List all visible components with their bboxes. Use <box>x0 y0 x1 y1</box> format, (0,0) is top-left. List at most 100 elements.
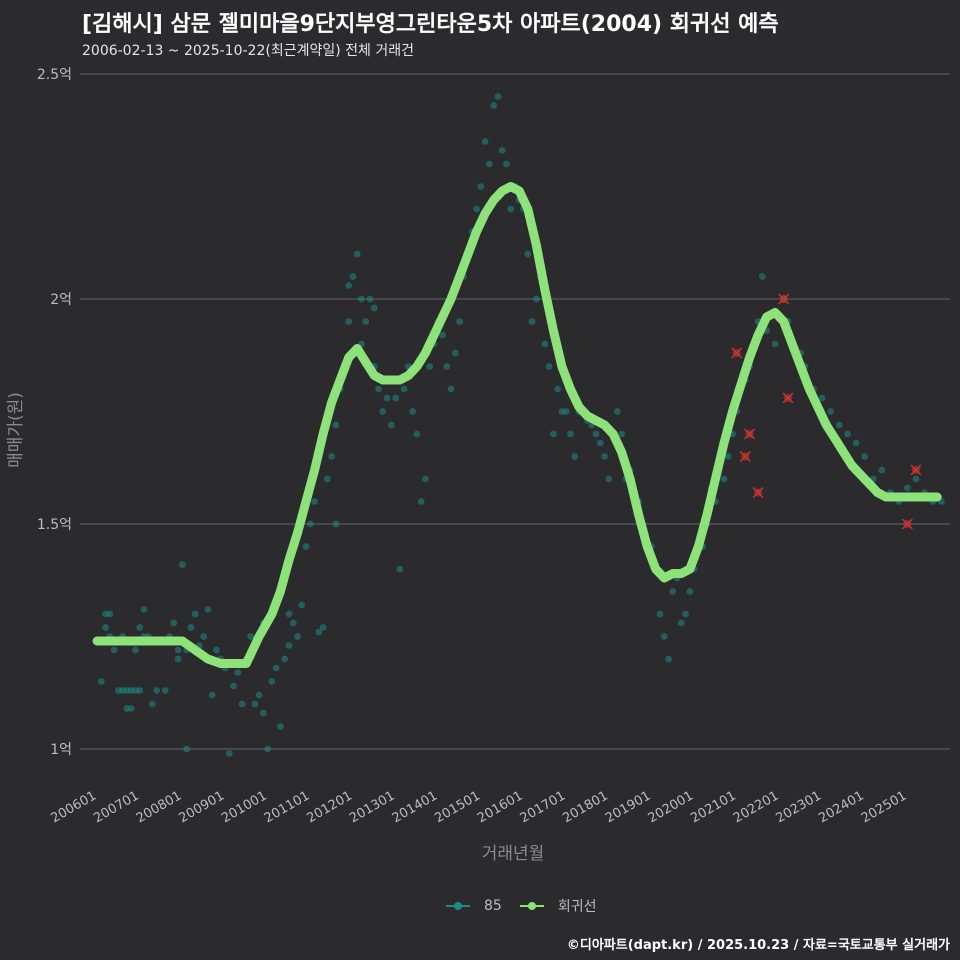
x-tick-label: 200801 <box>134 788 184 826</box>
data-point <box>153 687 161 694</box>
data-point <box>400 385 408 393</box>
highlighted-point <box>778 293 790 305</box>
data-point <box>481 138 489 145</box>
data-point <box>259 709 267 717</box>
data-point <box>272 664 280 672</box>
data-point <box>618 430 626 438</box>
grid-lines <box>80 73 950 750</box>
data-point <box>771 340 779 348</box>
data-point <box>524 250 532 258</box>
highlighted-point <box>731 347 743 359</box>
data-point <box>204 606 212 613</box>
data-point <box>562 408 570 415</box>
data-point <box>306 520 314 528</box>
highlighted-point <box>782 392 794 404</box>
data-point <box>200 633 208 640</box>
x-tick-label: 201201 <box>304 788 354 826</box>
data-point <box>375 385 382 393</box>
data-point <box>268 678 276 685</box>
data-point <box>353 250 361 258</box>
highlighted-points <box>731 293 922 530</box>
data-point <box>264 745 272 753</box>
chart-subtitle: 2006-02-13 ~ 2025-10-22(최근계약일) 전체 거래건 <box>82 43 414 59</box>
data-point <box>97 678 105 685</box>
data-point <box>720 475 728 483</box>
legend-key-regression <box>519 899 544 913</box>
data-point <box>298 601 306 609</box>
data-point <box>827 408 834 415</box>
x-tick-label: 202401 <box>816 788 866 826</box>
data-point <box>225 750 233 757</box>
data-point <box>149 700 156 708</box>
x-tick-labels: 2006012007012008012009012010012011012012… <box>49 788 910 826</box>
data-point <box>494 93 502 100</box>
legend-item-85: 85 <box>446 898 502 914</box>
y-tick-label: 1억 <box>50 742 72 758</box>
legend-label-85: 85 <box>484 898 502 914</box>
data-point <box>528 318 536 325</box>
highlighted-point <box>910 464 922 476</box>
data-point <box>545 363 553 370</box>
data-point <box>319 624 327 631</box>
x-axis-label: 거래년월 <box>482 844 545 864</box>
data-point <box>656 610 664 618</box>
data-point <box>251 700 259 708</box>
highlighted-point <box>901 518 913 530</box>
data-point <box>912 475 920 483</box>
x-tick-label: 201601 <box>475 788 525 826</box>
data-point <box>422 475 429 483</box>
legend-label-regression: 회귀선 <box>557 899 597 915</box>
data-point <box>247 633 254 640</box>
legend-key-85 <box>446 899 470 913</box>
data-point <box>532 295 540 303</box>
data-point <box>392 394 399 402</box>
data-point <box>456 318 463 325</box>
data-point <box>332 421 340 429</box>
data-point <box>238 700 246 708</box>
data-point <box>136 624 144 631</box>
y-tick-label: 2억 <box>50 292 72 308</box>
data-point <box>183 745 191 753</box>
data-point <box>682 610 689 618</box>
data-point <box>230 682 237 690</box>
data-point <box>878 466 886 474</box>
chart-title: [김해시] 삼문 젤미마을9단지부영그린타운5차 아파트(2004) 회귀선 예… <box>82 12 779 37</box>
highlighted-point <box>744 428 756 440</box>
x-tick-label: 202201 <box>731 788 781 826</box>
x-tick-label: 202301 <box>774 788 824 826</box>
source-caption: ©디아파트(dapt.kr) / 2025.10.23 / 자료=국토교통부 실… <box>566 938 950 953</box>
data-point <box>852 439 860 447</box>
x-tick-label: 202501 <box>859 788 909 826</box>
data-point <box>844 430 852 438</box>
y-axis-label: 매매가(원) <box>6 392 26 468</box>
data-point <box>370 304 378 312</box>
data-point <box>106 610 114 618</box>
data-point <box>477 183 485 190</box>
data-point <box>409 408 417 415</box>
x-tick-label: 201301 <box>347 788 397 826</box>
data-point <box>605 475 613 483</box>
data-point <box>345 318 353 325</box>
data-point <box>592 430 600 438</box>
data-point <box>277 723 284 730</box>
data-point <box>170 619 178 627</box>
data-point <box>903 484 911 492</box>
data-point <box>174 646 182 654</box>
data-point <box>665 655 672 663</box>
x-tick-label: 201101 <box>262 788 312 826</box>
data-point <box>387 421 395 429</box>
x-tick-label: 201501 <box>432 788 482 826</box>
data-point <box>451 349 459 357</box>
y-tick-labels: 1억 1.5억 2억 2.5억 <box>37 67 72 758</box>
data-point <box>818 394 826 402</box>
data-point <box>358 295 365 303</box>
regression-line <box>92 182 942 668</box>
data-point <box>140 606 148 613</box>
data-point <box>447 385 455 393</box>
data-point <box>417 498 425 505</box>
data-point <box>187 624 195 631</box>
data-point <box>439 331 446 339</box>
legend-item-regression: 회귀선 <box>519 896 597 916</box>
data-point <box>596 439 604 447</box>
data-point <box>315 628 323 636</box>
